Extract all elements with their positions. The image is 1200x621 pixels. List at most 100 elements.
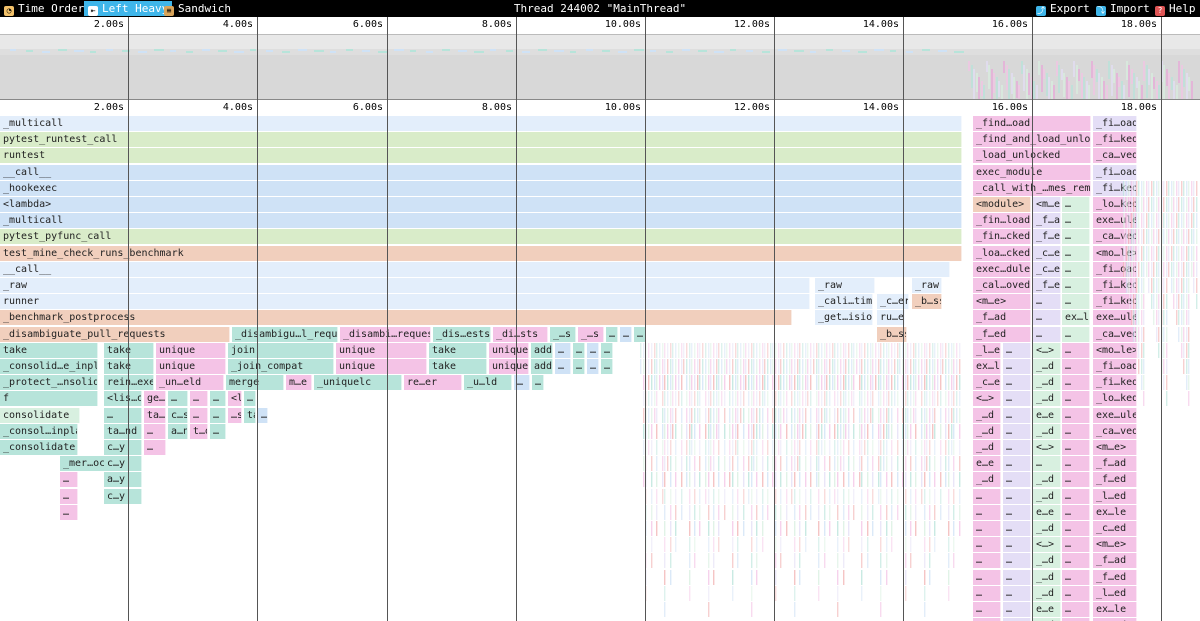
flame-frame-sliver[interactable] bbox=[818, 440, 821, 455]
flame-frame-sliver[interactable] bbox=[772, 472, 775, 488]
flame-frame-sliver[interactable] bbox=[1140, 229, 1143, 245]
flame-frame[interactable]: _…d bbox=[973, 407, 1001, 423]
flame-frame-sliver[interactable] bbox=[710, 423, 713, 439]
flame-frame[interactable]: _c…ed bbox=[1033, 261, 1061, 277]
flame-frame-sliver[interactable] bbox=[829, 342, 831, 358]
flame-frame-sliver[interactable] bbox=[699, 472, 702, 488]
flame-frame-sliver[interactable] bbox=[834, 472, 837, 488]
flame-frame-sliver[interactable] bbox=[893, 342, 896, 358]
flame-frame-sliver[interactable] bbox=[885, 472, 888, 488]
flame-frame-sliver[interactable] bbox=[775, 423, 777, 439]
flame-frame-sliver[interactable] bbox=[1138, 278, 1140, 293]
flame-frame-sliver[interactable] bbox=[853, 423, 856, 439]
flame-frame-sliver[interactable] bbox=[883, 359, 885, 374]
flame-frame-sliver[interactable] bbox=[950, 359, 953, 374]
flame-frame-sliver[interactable] bbox=[667, 440, 669, 455]
flame-frame-sliver[interactable] bbox=[918, 375, 921, 391]
flame-frame-sliver[interactable] bbox=[858, 375, 861, 391]
flame-frame-sliver[interactable] bbox=[1158, 310, 1160, 326]
flame-frame-sliver[interactable] bbox=[723, 504, 726, 520]
flame-frame[interactable]: unique bbox=[489, 359, 529, 374]
flame-frame-sliver[interactable] bbox=[907, 342, 910, 358]
flame-frame-sliver[interactable] bbox=[837, 504, 840, 520]
flame-frame-sliver[interactable] bbox=[750, 359, 753, 374]
flame-frame-sliver[interactable] bbox=[1173, 294, 1175, 310]
flame-frame-sliver[interactable] bbox=[1183, 294, 1185, 310]
flame-frame[interactable]: <lis…omp> bbox=[104, 391, 142, 407]
flame-frame-sliver[interactable] bbox=[793, 521, 796, 536]
flame-frame-sliver[interactable] bbox=[718, 504, 721, 520]
flame-frame-sliver[interactable] bbox=[1130, 294, 1133, 310]
flame-frame[interactable]: ge…lt bbox=[144, 391, 166, 407]
flame-frame[interactable]: … bbox=[1033, 326, 1061, 342]
flame-frame-sliver[interactable] bbox=[861, 585, 864, 601]
flame-frame-sliver[interactable] bbox=[945, 407, 948, 423]
flame-frame-sliver[interactable] bbox=[1170, 180, 1173, 196]
flame-frame-sliver[interactable] bbox=[810, 359, 813, 374]
flame-frame-sliver[interactable] bbox=[664, 553, 667, 569]
flame-frame-sliver[interactable] bbox=[958, 472, 961, 488]
flame-frame[interactable]: … bbox=[1033, 310, 1061, 326]
flame-frame-sliver[interactable] bbox=[815, 472, 818, 488]
flame-frame-sliver[interactable] bbox=[896, 359, 899, 374]
flame-frame-sliver[interactable] bbox=[1165, 294, 1168, 310]
flame-frame-sliver[interactable] bbox=[810, 456, 813, 472]
flame-frame-sliver[interactable] bbox=[861, 569, 864, 585]
flame-frame-sliver[interactable] bbox=[920, 407, 923, 423]
flame-frame-sliver[interactable] bbox=[950, 440, 953, 455]
flame-frame-sliver[interactable] bbox=[939, 407, 942, 423]
flame-frame-sliver[interactable] bbox=[904, 537, 907, 553]
flame-frame-sliver[interactable] bbox=[839, 359, 842, 374]
flame-frame-sliver[interactable] bbox=[845, 407, 848, 423]
flame-frame-sliver[interactable] bbox=[953, 488, 956, 504]
flame-frame-sliver[interactable] bbox=[953, 553, 956, 569]
flame-frame-sliver[interactable] bbox=[1188, 245, 1190, 261]
flame-frame-sliver[interactable] bbox=[661, 488, 664, 504]
flame-frame-sliver[interactable] bbox=[753, 375, 756, 391]
flame-frame-sliver[interactable] bbox=[1195, 261, 1198, 277]
flame-frame-sliver[interactable] bbox=[834, 375, 837, 391]
flame-frame-sliver[interactable] bbox=[901, 391, 904, 407]
flame-frame-sliver[interactable] bbox=[880, 407, 883, 423]
flame-frame-sliver[interactable] bbox=[823, 537, 826, 553]
flame-frame-sliver[interactable] bbox=[785, 423, 788, 439]
flame-frame-sliver[interactable] bbox=[891, 359, 894, 374]
flame-frame-sliver[interactable] bbox=[677, 359, 680, 374]
flame-frame-sliver[interactable] bbox=[1183, 261, 1185, 277]
flame-frame-sliver[interactable] bbox=[750, 521, 753, 536]
flame-frame-sliver[interactable] bbox=[756, 488, 759, 504]
flame-frame-sliver[interactable] bbox=[834, 488, 837, 504]
flame-frame[interactable]: __call__ bbox=[0, 164, 962, 180]
flame-frame-sliver[interactable] bbox=[699, 488, 702, 504]
flame-frame[interactable]: _…d bbox=[973, 423, 1001, 439]
flame-frame[interactable]: c…y bbox=[104, 440, 142, 455]
flame-frame[interactable]: ta…nd bbox=[144, 407, 166, 423]
flame-frame-sliver[interactable] bbox=[810, 423, 813, 439]
flame-frame-sliver[interactable] bbox=[866, 375, 869, 391]
flame-frame-sliver[interactable] bbox=[1183, 359, 1185, 374]
flame-frame[interactable]: … bbox=[532, 375, 544, 391]
flame-frame-sliver[interactable] bbox=[829, 423, 831, 439]
flame-frame-sliver[interactable] bbox=[707, 407, 710, 423]
flame-frame-sliver[interactable] bbox=[766, 391, 769, 407]
flame-frame-sliver[interactable] bbox=[1175, 229, 1178, 245]
flame-frame-sliver[interactable] bbox=[880, 537, 883, 553]
flame-frame-sliver[interactable] bbox=[694, 537, 696, 553]
flame-frame[interactable]: … bbox=[1062, 456, 1090, 472]
flame-frame-sliver[interactable] bbox=[937, 391, 939, 407]
flame-frame-sliver[interactable] bbox=[775, 585, 777, 601]
flame-frame-sliver[interactable] bbox=[866, 407, 869, 423]
flame-frame-sliver[interactable] bbox=[928, 537, 931, 553]
flame-frame[interactable]: <l…p> bbox=[228, 391, 242, 407]
flame-frame-sliver[interactable] bbox=[823, 423, 826, 439]
flame-frame-sliver[interactable] bbox=[947, 423, 950, 439]
flame-frame-sliver[interactable] bbox=[672, 423, 675, 439]
flame-frame-sliver[interactable] bbox=[691, 440, 694, 455]
flame-frame-sliver[interactable] bbox=[947, 569, 950, 585]
flame-frame-sliver[interactable] bbox=[712, 504, 715, 520]
flame-frame-sliver[interactable] bbox=[1165, 197, 1168, 212]
flame-frame[interactable]: … bbox=[587, 342, 599, 358]
flame-frame-sliver[interactable] bbox=[1148, 229, 1150, 245]
flame-frame-sliver[interactable] bbox=[750, 472, 753, 488]
flame-frame-sliver[interactable] bbox=[939, 342, 942, 358]
